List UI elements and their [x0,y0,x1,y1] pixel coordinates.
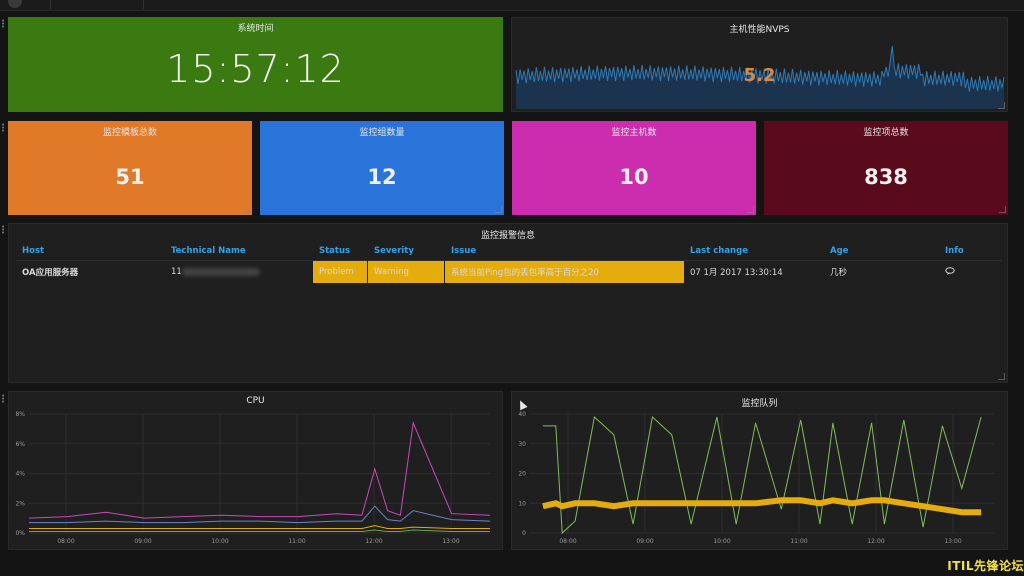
column-header-issue[interactable]: Issue [445,242,684,261]
host-count-panel: 监控主机数 10 [512,121,756,215]
host-cell[interactable]: OA应用服务器 [22,268,79,278]
nvps-value: 5.2 [743,65,776,86]
resize-handle-icon[interactable] [998,102,1005,109]
resize-handle-icon[interactable] [998,373,1005,380]
y-tick-label: 10 [518,500,526,507]
clock-value: 15:57:12 [166,47,345,91]
panel-title: 监控组数量 [359,128,405,138]
series-line [29,505,491,524]
info-cell[interactable] [939,261,1002,284]
panel-title: 主机性能NVPS [729,25,790,35]
age-cell: 几秒 [830,268,848,278]
x-tick-label: 09:00 [134,538,151,545]
watermark: ITIL先锋论坛 [947,559,1024,573]
x-tick-label: 08:00 [559,538,576,545]
y-tick-label: 40 [518,411,526,418]
alerts-table: Host Technical Name Status Severity Issu… [16,242,1002,283]
series-line [29,529,490,532]
group-count-value: 12 [367,165,397,189]
x-tick-label: 12:00 [365,538,382,545]
issue-cell: 系统当前Ping包的丢包率高于百分之20 [445,260,684,283]
y-tick-label: 0% [15,530,25,537]
x-tick-label: 11:00 [790,538,807,545]
queue-chart-panel: 监控队列 40 30 20 10 0 08:00 09:00 10:00 11:00 12:00 1… [511,391,1008,550]
panel-title: 监控队列 [741,399,778,409]
technical-name-text: 11 [171,267,182,277]
system-time-panel: 系统时间 15:57:12 [8,17,503,112]
last-change-cell: 07 1月 2017 13:30:14 [690,268,783,278]
column-header-info[interactable]: Info [939,242,1002,261]
y-tick-label: 4% [15,471,25,478]
resize-handle-icon[interactable] [495,206,502,213]
template-count-panel: 监控模板总数 51 [8,121,252,215]
y-tick-label: 30 [518,441,526,448]
column-header-status[interactable]: Status [313,242,367,261]
group-count-panel: 监控组数量 12 [260,121,504,215]
panel-title: 监控模板总数 [102,128,157,138]
table-header-row: Host Technical Name Status Severity Issu… [16,242,1002,261]
cpu-chart: 8% 6% 4% 2% 0% 08:00 09:00 10:00 11:00 12:00 13:00 [15,411,491,545]
x-tick-label: 10:00 [211,538,228,545]
redacted-text [181,267,260,276]
resize-handle-icon[interactable] [243,206,250,213]
series-line [29,525,490,529]
y-tick-label: 2% [15,500,25,507]
panel-title: CPU [246,396,265,406]
technical-name-cell: 11 [165,261,313,284]
y-tick-label: 8% [15,411,25,418]
x-tick-label: 13:00 [944,538,961,545]
speech-bubble-icon[interactable] [945,266,955,275]
column-header-technical-name[interactable]: Technical Name [165,242,313,261]
grafana-logo-icon[interactable] [8,0,22,8]
series-line [542,497,982,516]
queue-chart: 40 30 20 10 0 08:00 09:00 10:00 11:00 12:00 13:00 [518,411,994,545]
top-nav-bar [0,0,1024,11]
panel-title: 监控主机数 [611,128,657,138]
y-tick-label: 0 [522,530,526,537]
item-count-value: 838 [864,165,908,189]
y-tick-label: 6% [15,441,25,448]
x-tick-label: 13:00 [442,538,459,545]
template-count-value: 51 [115,165,145,189]
column-header-last-change[interactable]: Last change [684,242,824,261]
x-tick-label: 08:00 [57,538,74,545]
series-line [542,416,982,535]
row-drag-handle-icon[interactable]: • • • [1,223,6,237]
nvps-sparkline [515,45,1005,109]
y-tick-label: 20 [518,471,526,478]
resize-handle-icon[interactable] [747,206,754,213]
x-tick-label: 11:00 [288,538,305,545]
row-drag-handle-icon[interactable]: • • • [1,392,6,406]
table-row[interactable]: OA应用服务器 11 Problem Warning 系统当前Ping包的丢包率… [16,260,1002,284]
panel-title: 系统时间 [237,24,274,34]
item-count-panel: 监控项总数 838 [764,121,1008,215]
severity-cell: Warning [368,260,444,283]
row-drag-handle-icon[interactable]: • • • [1,121,6,135]
x-tick-label: 12:00 [867,538,884,545]
row-drag-handle-icon[interactable]: • • • [1,17,6,31]
x-tick-label: 10:00 [713,538,730,545]
x-tick-label: 09:00 [636,538,653,545]
host-count-value: 10 [619,165,649,189]
series-line [28,421,491,519]
column-header-age[interactable]: Age [824,242,939,261]
nvps-panel: 主机性能NVPS 5.2 [511,17,1008,112]
dashboard-tab[interactable] [50,0,144,9]
cpu-chart-panel: CPU 8% 6% 4% 2% 0% 08:00 09:00 10:00 11:00 12:00 1… [8,391,503,550]
panel-title: 监控报警信息 [480,231,535,241]
column-header-host[interactable]: Host [16,242,165,261]
resize-handle-icon[interactable] [999,206,1006,213]
panel-title: 监控项总数 [863,128,909,138]
status-cell: Problem [313,260,367,283]
column-header-severity[interactable]: Severity [368,242,444,261]
